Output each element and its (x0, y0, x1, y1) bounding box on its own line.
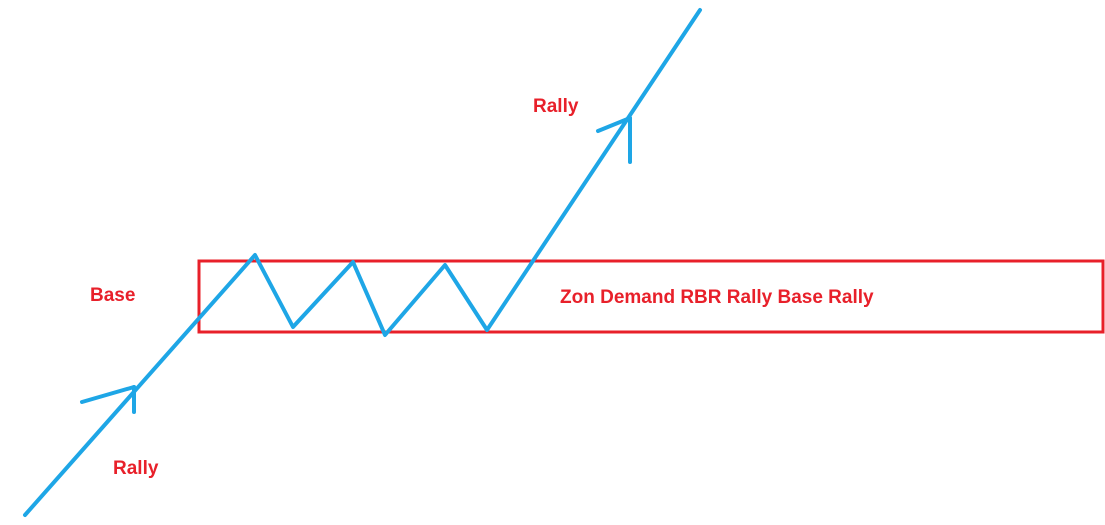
label-rally-bottom: Rally (113, 458, 159, 479)
label-zone: Zon Demand RBR Rally Base Rally (560, 287, 874, 308)
arrow-head (596, 116, 632, 133)
arrow-head (80, 385, 136, 404)
label-base: Base (90, 285, 135, 306)
label-rally-top: Rally (533, 96, 579, 117)
demand-zone-box (197, 259, 1105, 334)
price-path (23, 8, 702, 517)
